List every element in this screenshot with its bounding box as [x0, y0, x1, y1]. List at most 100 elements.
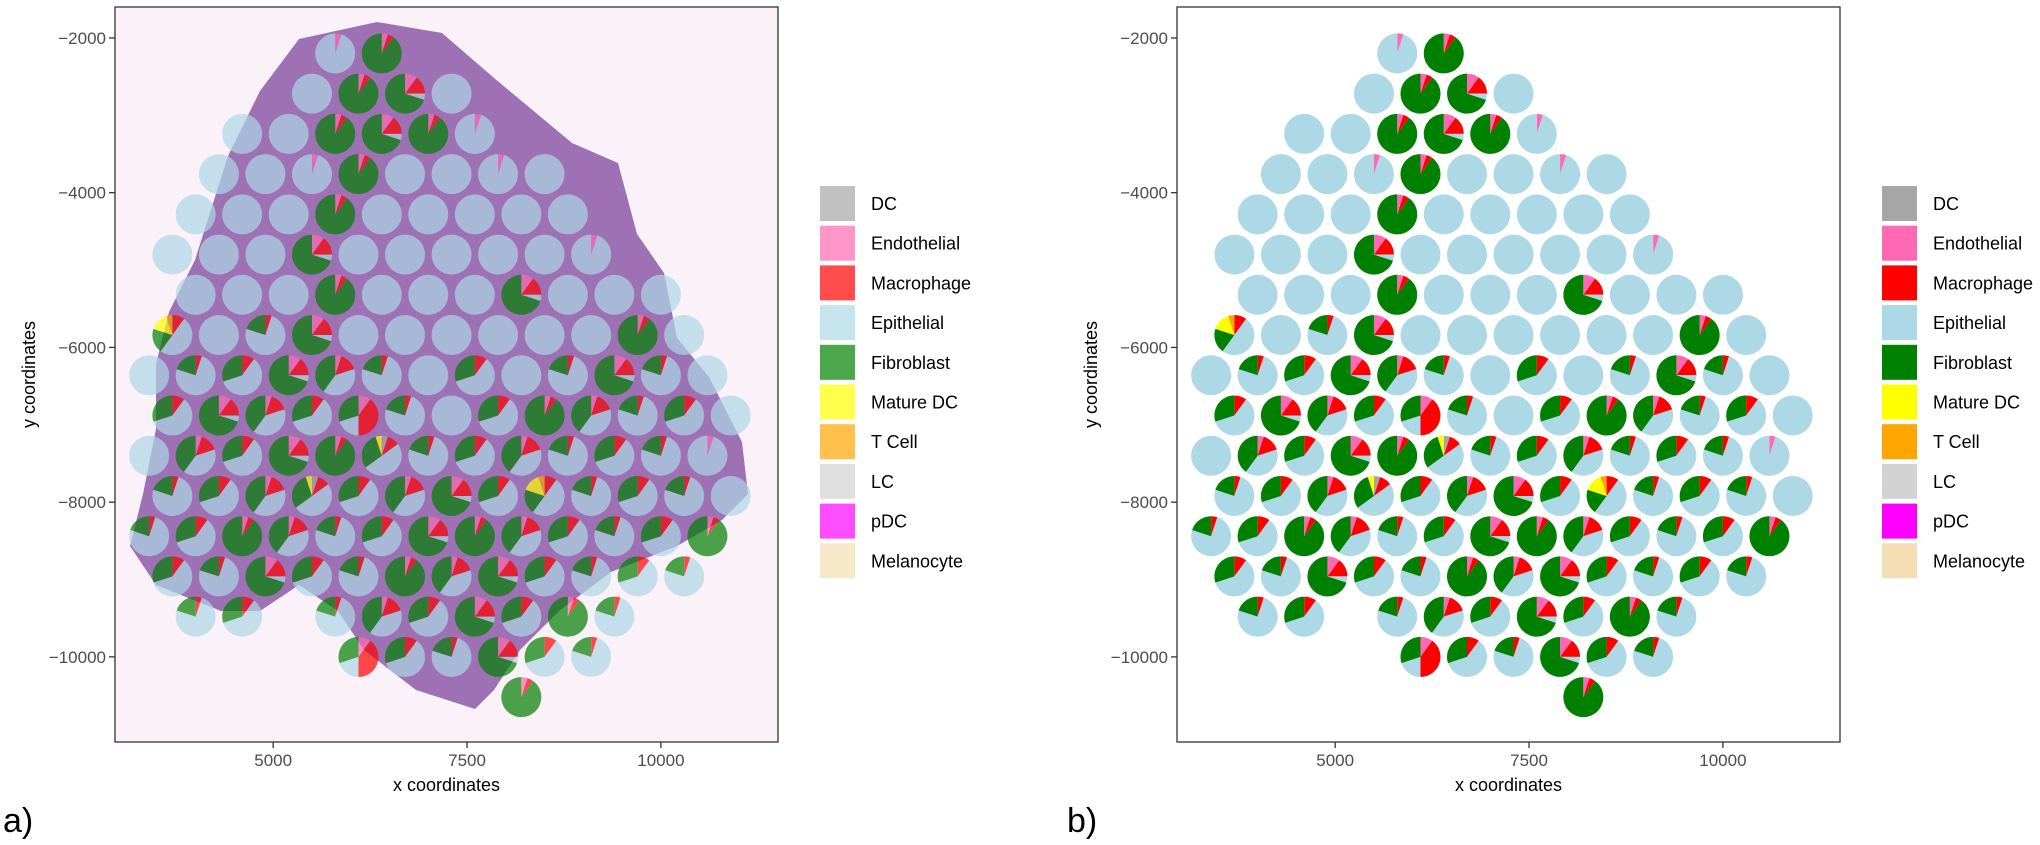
panel-label: a): [3, 802, 33, 840]
pie-slice: [358, 73, 365, 94]
pie-slice: [1397, 596, 1404, 617]
pie-slice: [1284, 113, 1325, 154]
pie-slice: [1536, 596, 1549, 617]
pie-slice: [1350, 517, 1370, 537]
pie-slice: [521, 278, 542, 295]
pie-slice: [1400, 557, 1441, 597]
pie-slice: [1656, 597, 1697, 637]
pie-slice: [218, 556, 226, 577]
pie-slice: [524, 636, 545, 664]
pie-slice: [1234, 395, 1247, 416]
pie-slice: [385, 556, 426, 597]
pie-slice: [614, 355, 627, 376]
pie-slice: [335, 195, 347, 215]
pie-slice: [361, 274, 402, 315]
pie-slice: [1420, 636, 1433, 657]
pie-slice: [1609, 274, 1650, 315]
legend-label: T Cell: [1933, 432, 1980, 452]
plot-border: [1176, 6, 1841, 743]
pie-slice: [1653, 396, 1673, 416]
y-tick-label: −4000: [58, 184, 106, 203]
pie-slice: [408, 194, 449, 235]
pie-slice: [498, 556, 510, 577]
pie-slice: [1513, 475, 1526, 496]
pie-slice: [454, 113, 495, 154]
pie-slice: [1353, 556, 1374, 583]
pie-slice: [1680, 395, 1700, 416]
pie-slice: [1350, 359, 1371, 376]
pie-slice: [408, 274, 449, 315]
pie-slice: [1427, 443, 1464, 476]
pie-slice: [501, 516, 522, 553]
pie-slice: [1490, 596, 1503, 617]
pie-slice: [199, 479, 239, 516]
legend-label: Epithelial: [871, 313, 944, 333]
pie-slice: [1307, 154, 1348, 195]
pie-slice: [291, 154, 332, 195]
pie-slice: [1373, 476, 1391, 496]
legend-label: pDC: [871, 512, 907, 532]
pie-slice: [305, 475, 312, 496]
pie-slice: [687, 435, 728, 476]
pie-slice: [532, 479, 565, 516]
pie-slice: [1749, 435, 1790, 476]
pie-slice: [1214, 395, 1235, 422]
pie-slice: [1467, 93, 1488, 100]
pie-slice: [198, 234, 239, 275]
pie-slice: [245, 475, 266, 513]
pie-slice: [1470, 113, 1511, 154]
pie-slice: [501, 677, 542, 718]
pie-slice: [358, 640, 379, 677]
pie-slice: [1397, 274, 1404, 295]
pie-slice: [498, 640, 519, 657]
pie-slice: [637, 556, 650, 577]
pie-slice: [1563, 355, 1604, 396]
legend-swatch: [1882, 305, 1917, 341]
pie-slice: [1540, 395, 1561, 422]
pie-slice: [1304, 517, 1316, 537]
pie-slice: [1583, 516, 1590, 537]
pie-slice: [1641, 409, 1674, 436]
pie-slice: [311, 234, 324, 255]
pie-slice: [1726, 315, 1767, 356]
pie-slice: [591, 636, 598, 657]
pie-slice: [246, 315, 266, 336]
pie-slice: [1397, 436, 1409, 456]
pie-slice: [478, 475, 499, 503]
pie-slice: [1513, 495, 1534, 503]
pie-slice: [315, 113, 356, 154]
pie-slice: [1443, 597, 1463, 617]
y-axis-title: y coordinates: [19, 321, 39, 428]
pie-slice: [1257, 355, 1264, 376]
pie-slice: [338, 395, 359, 422]
pie-slice: [1423, 194, 1464, 235]
pie-slice: [1420, 475, 1433, 496]
pie-slice: [1563, 596, 1584, 623]
pie-slice: [1653, 234, 1660, 255]
pie-slice: [1699, 475, 1712, 496]
pie-slice: [474, 355, 487, 376]
pie-slice: [175, 274, 216, 315]
pie-slice: [1284, 194, 1325, 235]
pie-slice: [1702, 356, 1743, 396]
pie-slice: [1540, 315, 1581, 356]
pie-slice: [381, 436, 398, 456]
x-tick-label: 7500: [448, 751, 486, 770]
pie-slice: [365, 443, 402, 476]
pie-slice: [1703, 355, 1723, 376]
pie-slice: [1377, 274, 1418, 315]
pie-slice: [315, 33, 356, 74]
pie-slice: [474, 516, 481, 537]
pie-slice: [1377, 194, 1418, 235]
pie-slice: [265, 476, 285, 496]
pie-slice: [1330, 435, 1370, 476]
legend-label: LC: [1933, 472, 1956, 492]
pie-slice: [509, 530, 542, 557]
pie-slice: [571, 234, 612, 275]
pie-slice: [1327, 315, 1334, 336]
pie-slice: [175, 435, 196, 472]
pie-slice: [1350, 435, 1363, 456]
pie-slice: [1470, 355, 1511, 396]
pie-slice: [1516, 194, 1557, 235]
pie-slice: [1191, 517, 1232, 557]
